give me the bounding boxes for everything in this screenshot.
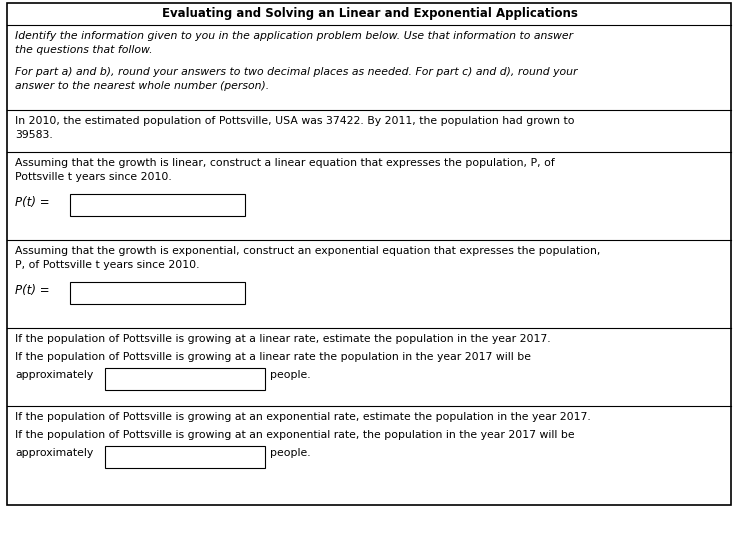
Text: P(t) =: P(t) = xyxy=(15,284,50,297)
Bar xyxy=(105,446,265,468)
Text: 39583.: 39583. xyxy=(15,130,52,140)
Text: Identify the information given to you in the application problem below. Use that: Identify the information given to you in… xyxy=(15,31,573,41)
Bar xyxy=(70,282,245,304)
Text: people.: people. xyxy=(270,448,310,458)
Bar xyxy=(70,194,245,216)
Bar xyxy=(105,368,265,390)
Text: P(t) =: P(t) = xyxy=(15,196,50,209)
Text: Evaluating and Solving an Linear and Exponential Applications: Evaluating and Solving an Linear and Exp… xyxy=(162,6,577,20)
Text: P, of Pottsville t years since 2010.: P, of Pottsville t years since 2010. xyxy=(15,260,200,270)
Text: If the population of Pottsville is growing at a linear rate the population in th: If the population of Pottsville is growi… xyxy=(15,352,531,362)
Text: For part a) and b), round your answers to two decimal places as needed. For part: For part a) and b), round your answers t… xyxy=(15,67,577,77)
Text: answer to the nearest whole number (person).: answer to the nearest whole number (pers… xyxy=(15,81,269,91)
Text: If the population of Pottsville is growing at an exponential rate, the populatio: If the population of Pottsville is growi… xyxy=(15,430,575,440)
Text: If the population of Pottsville is growing at an exponential rate, estimate the : If the population of Pottsville is growi… xyxy=(15,412,590,422)
Text: the questions that follow.: the questions that follow. xyxy=(15,45,153,55)
Text: Pottsville t years since 2010.: Pottsville t years since 2010. xyxy=(15,172,171,182)
Text: If the population of Pottsville is growing at a linear rate, estimate the popula: If the population of Pottsville is growi… xyxy=(15,334,551,344)
Text: approximately: approximately xyxy=(15,370,93,380)
Text: Assuming that the growth is linear, construct a linear equation that expresses t: Assuming that the growth is linear, cons… xyxy=(15,158,555,168)
Text: approximately: approximately xyxy=(15,448,93,458)
Text: In 2010, the estimated population of Pottsville, USA was 37422. By 2011, the pop: In 2010, the estimated population of Pot… xyxy=(15,116,574,126)
Text: people.: people. xyxy=(270,370,310,380)
Text: Assuming that the growth is exponential, construct an exponential equation that : Assuming that the growth is exponential,… xyxy=(15,246,600,256)
